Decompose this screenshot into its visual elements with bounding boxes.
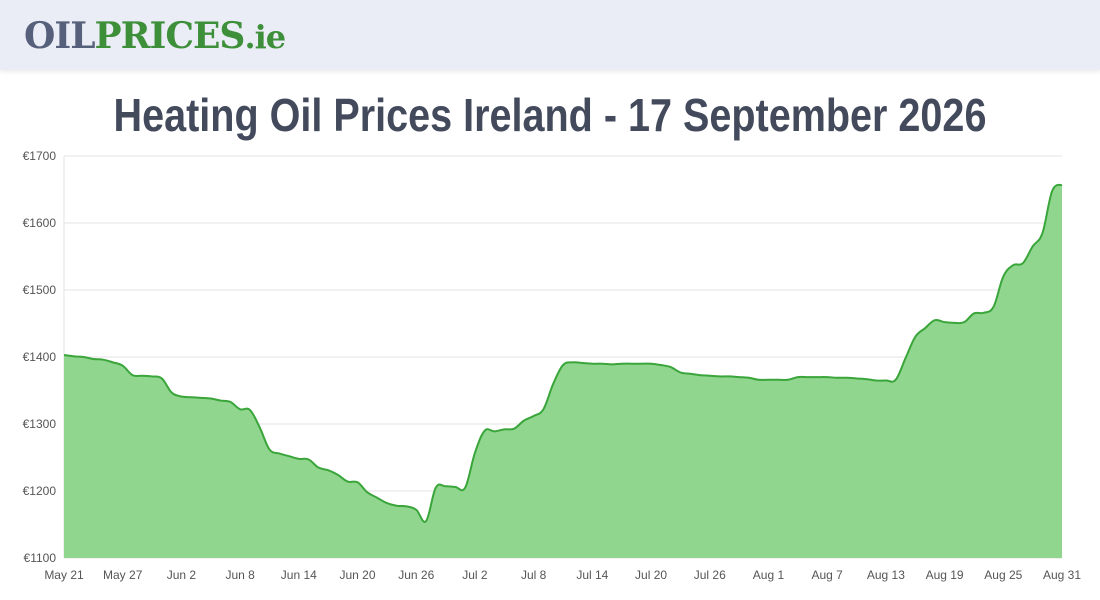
x-tick-label: May 21 (44, 568, 84, 582)
series-area-fill (64, 184, 1062, 558)
x-tick-label: Jun 14 (281, 568, 317, 582)
logo-text-prices: PRICES (94, 15, 246, 57)
page-title: Heating Oil Prices Ireland - 17 Septembe… (113, 89, 987, 141)
x-tick-label: Jun 8 (225, 568, 255, 582)
site-logo[interactable]: OILPRICES.ie (24, 14, 286, 59)
x-tick-label: Jul 14 (576, 568, 608, 582)
y-tick-label: €1200 (23, 484, 57, 498)
series-line (63, 183, 1063, 523)
x-tick-label: Aug 19 (926, 568, 964, 582)
x-tick-label: Jun 26 (398, 568, 434, 582)
y-tick-label: €1100 (24, 551, 57, 565)
x-tick-label: Aug 1 (753, 568, 785, 582)
x-tick-label: Aug 13 (867, 568, 905, 582)
x-tick-label: Jul 20 (635, 568, 667, 582)
logo-text-oil: OIL (24, 15, 96, 57)
y-tick-label: €1300 (23, 417, 57, 431)
x-tick-label: Aug 7 (811, 568, 843, 582)
x-tick-label: May 27 (103, 568, 143, 582)
y-tick-label: €1600 (23, 216, 57, 230)
x-tick-label: Aug 25 (984, 568, 1022, 582)
x-tick-label: Jun 2 (167, 568, 197, 582)
y-tick-label: €1500 (23, 283, 57, 297)
x-tick-label: Aug 31 (1043, 568, 1081, 582)
x-tick-label: Jun 20 (340, 568, 376, 582)
x-tick-label: Jul 8 (521, 568, 547, 582)
x-axis-ticks: May 21 May 27 Jun 2 Jun 8 Jun 14 Jun 20 Jun 26… (44, 568, 1081, 582)
x-tick-label: Jul 2 (462, 568, 488, 582)
x-tick-label: Jul 26 (694, 568, 726, 582)
y-tick-label: €1700 (23, 149, 57, 163)
y-tick-label: €1400 (23, 350, 57, 364)
site-header: OILPRICES.ie (0, 0, 1100, 70)
y-axis-ticks: €1100 €1200 €1300 €1400 €1500 €1600 €1700 (23, 149, 57, 565)
logo-text-domain: .ie (244, 18, 286, 56)
chart-series-area (63, 183, 1063, 558)
